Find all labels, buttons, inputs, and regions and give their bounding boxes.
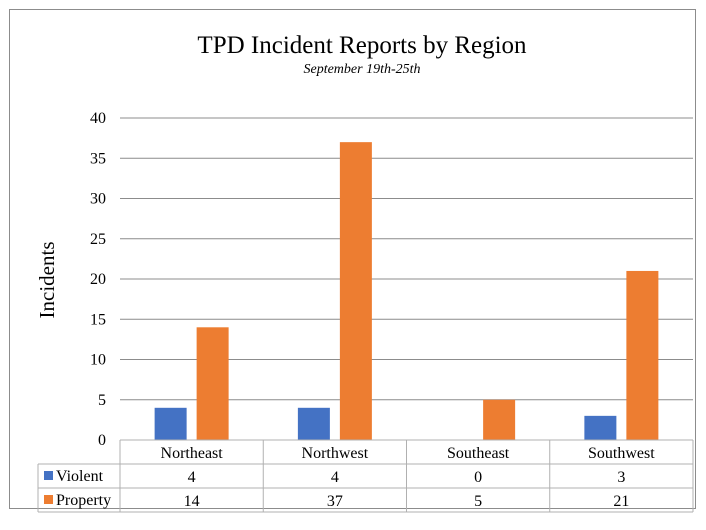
legend-key-property (44, 495, 53, 504)
data-label: 37 (327, 493, 343, 510)
data-label: 4 (331, 469, 339, 486)
x-tick-label: Northeast (161, 445, 224, 462)
data-label: 21 (613, 493, 629, 510)
bar-property-southeast (483, 399, 516, 440)
y-tick-label: 5 (98, 392, 106, 409)
data-label: 3 (617, 469, 625, 486)
data-table: Northeast Northwest Southeast Southwest Viol… (37, 439, 694, 513)
chart-title: TPD Incident Reports by Region (197, 32, 527, 59)
y-axis-label: Incidents (35, 242, 59, 319)
data-label: 0 (474, 469, 482, 486)
y-tick-label: 35 (90, 150, 106, 167)
legend-key-violent (44, 471, 53, 480)
bar-property-northwest (339, 142, 372, 440)
legend-label-property: Property (56, 492, 111, 509)
chart-svg: TPD Incident Reports by Region September… (35, 32, 694, 513)
data-label: 4 (188, 469, 196, 486)
y-tick-label: 40 (90, 110, 106, 127)
bars (154, 142, 659, 440)
y-tick-label: 20 (90, 271, 106, 288)
y-tick-labels: 0 5 10 15 20 25 30 35 40 (90, 110, 106, 449)
data-label: 5 (474, 493, 482, 510)
y-tick-label: 0 (98, 432, 106, 449)
bar-violent-southwest (584, 415, 617, 440)
bar-violent-northwest (297, 407, 330, 440)
bar-property-northeast (196, 327, 229, 440)
y-tick-label: 15 (90, 311, 106, 328)
chart-frame: TPD Incident Reports by Region September… (9, 9, 696, 513)
chart-subtitle: September 19th-25th (303, 62, 420, 77)
data-label: 14 (184, 493, 200, 510)
x-tick-label: Southwest (588, 445, 655, 462)
y-tick-label: 30 (90, 191, 106, 208)
bar-property-southwest (626, 270, 659, 440)
bar-violent-northeast (154, 407, 187, 440)
x-tick-label: Southeast (447, 445, 510, 462)
legend-label-violent: Violent (56, 468, 104, 485)
x-tick-label: Northwest (302, 445, 369, 462)
y-tick-label: 25 (90, 231, 106, 248)
y-tick-label: 10 (90, 352, 106, 369)
